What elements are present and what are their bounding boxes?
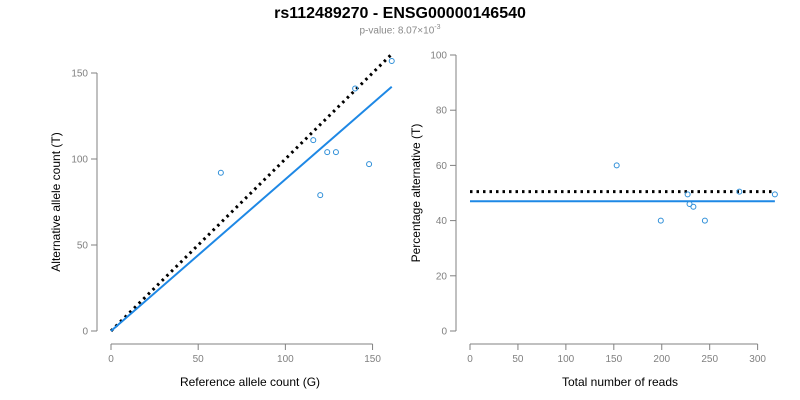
left-y-axis-label: Alternative allele count (T) xyxy=(49,132,63,271)
right-x-axis-label: Total number of reads xyxy=(562,375,678,389)
right-y-tick-label: 60 xyxy=(436,161,448,172)
right-x-tick-label: 200 xyxy=(653,354,670,365)
right-data-point xyxy=(684,191,691,198)
left-x-tick-label: 150 xyxy=(364,354,381,365)
left-x-axis-label: Reference allele count (G) xyxy=(180,375,320,389)
p-value-exponent: -3 xyxy=(434,24,441,31)
left-data-point xyxy=(366,161,373,168)
chart-subtitle: p-value: 8.07×10-3 xyxy=(0,24,800,36)
left-x-tick-label: 50 xyxy=(193,354,205,365)
left-y-tick-label: 150 xyxy=(71,69,88,80)
right-data-point xyxy=(771,191,778,198)
right-y-tick-label: 40 xyxy=(436,216,448,227)
right-data-point xyxy=(736,188,743,195)
left-fit-line xyxy=(110,86,393,332)
left-y-tick-label: 50 xyxy=(77,241,89,252)
right-x-tick-label: 250 xyxy=(701,354,718,365)
left-data-point xyxy=(324,149,331,156)
right-data-point xyxy=(701,217,708,224)
right-y-tick-label: 20 xyxy=(436,271,448,282)
left-x-tick-label: 100 xyxy=(277,354,294,365)
left-x-tick-label: 0 xyxy=(108,354,114,365)
right-data-point xyxy=(686,201,693,208)
right-data-point xyxy=(613,162,620,169)
right-y-tick-label: 0 xyxy=(441,327,447,338)
right-y-tick-label: 100 xyxy=(430,51,447,62)
chart-title: rs112489270 - ENSG00000146540 xyxy=(274,5,526,22)
right-data-point xyxy=(690,203,697,210)
right-y-axis-label: Percentage alternative (T) xyxy=(409,124,423,263)
left-data-point xyxy=(310,137,317,144)
left-y-tick-label: 0 xyxy=(82,327,88,338)
left-data-point xyxy=(217,169,224,176)
right-x-tick-label: 0 xyxy=(467,354,473,365)
right-x-tick-label: 300 xyxy=(749,354,766,365)
right-y-tick-label: 80 xyxy=(436,106,448,117)
left-data-point xyxy=(332,149,339,156)
right-data-point xyxy=(657,217,664,224)
right-x-tick-label: 150 xyxy=(605,354,622,365)
left-data-point xyxy=(352,85,359,92)
left-data-point xyxy=(388,57,395,64)
p-value-text: p-value: 8.07×10 xyxy=(359,25,435,37)
left-expected-ratio-line xyxy=(109,53,393,333)
left-y-tick-label: 100 xyxy=(71,155,88,166)
right-x-tick-label: 100 xyxy=(558,354,575,365)
left-data-point xyxy=(317,192,324,199)
right-x-tick-label: 50 xyxy=(512,354,524,365)
